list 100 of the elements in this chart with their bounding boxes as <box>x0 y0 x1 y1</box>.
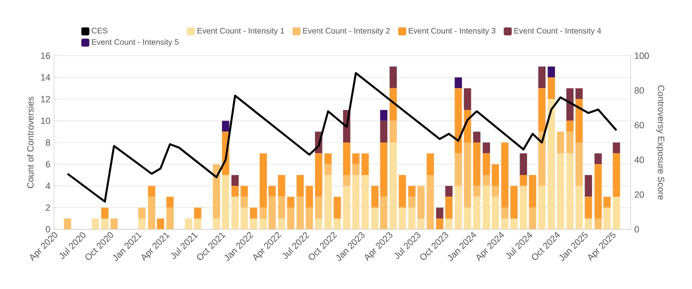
bar <box>426 153 434 176</box>
bar <box>566 132 574 154</box>
bar <box>250 218 258 230</box>
bar <box>612 153 620 197</box>
bar <box>566 153 574 230</box>
bar <box>148 186 156 197</box>
bar <box>454 153 462 186</box>
bar <box>343 175 350 186</box>
legend-label: Event Count - Intensity 2 <box>303 28 390 36</box>
bar <box>584 218 592 230</box>
bar <box>138 218 146 230</box>
bar <box>278 175 286 197</box>
bar <box>603 208 611 230</box>
bar <box>594 153 602 164</box>
bar <box>287 208 294 230</box>
bar <box>426 175 434 230</box>
bar <box>260 218 267 230</box>
bar <box>362 153 369 176</box>
line-series <box>66 72 618 203</box>
bar <box>482 175 490 186</box>
y2-tick-label: 100 <box>634 52 649 59</box>
bar <box>240 186 248 197</box>
y-tick-label: 6 <box>46 161 50 168</box>
bar <box>324 153 332 164</box>
bar <box>101 218 108 230</box>
bar <box>231 186 239 197</box>
bar <box>454 77 462 88</box>
legend-label: Event Count - Intensity 5 <box>92 38 179 46</box>
bar <box>492 196 500 230</box>
legend-label: Event Count - Intensity 4 <box>514 28 602 36</box>
bar <box>538 186 546 230</box>
bar <box>380 120 388 142</box>
y2-tick-label: 80 <box>634 87 644 94</box>
bar <box>166 208 174 230</box>
bar <box>417 186 425 218</box>
bar <box>464 88 472 110</box>
bar <box>445 218 453 230</box>
bar <box>492 164 500 186</box>
bar <box>520 153 528 176</box>
bar <box>390 88 397 121</box>
bar <box>510 186 518 218</box>
bar <box>445 196 453 218</box>
bar <box>464 142 472 208</box>
bar <box>315 218 322 230</box>
legend-label: Event Count - Intensity 1 <box>198 28 284 36</box>
bar <box>575 99 583 142</box>
bar <box>482 186 490 230</box>
bar <box>92 218 100 230</box>
bar <box>212 164 220 218</box>
bar <box>501 218 508 230</box>
bar <box>101 208 108 218</box>
bar <box>520 175 528 186</box>
bar <box>194 218 202 230</box>
bar <box>566 88 574 121</box>
y2-axis-title: Controversy Exposure Score <box>656 85 664 200</box>
bar <box>138 208 146 218</box>
bar <box>436 218 444 230</box>
bar <box>398 175 406 208</box>
y2-tick-label: 40 <box>634 156 644 164</box>
bar <box>454 88 462 154</box>
bar <box>278 196 286 218</box>
bar <box>473 142 480 186</box>
bar <box>612 142 620 154</box>
bar <box>231 175 239 186</box>
y2-tick-label: 60 <box>634 122 644 128</box>
legend-label: Event Count - Intensity 3 <box>408 28 496 36</box>
bar <box>548 77 555 100</box>
bar <box>166 196 174 208</box>
bar <box>417 218 425 230</box>
bar <box>482 153 490 176</box>
y-tick-label: 8 <box>46 139 50 146</box>
bar <box>408 196 416 208</box>
bar <box>528 208 536 230</box>
bar <box>287 196 294 208</box>
bar <box>324 175 332 230</box>
bar <box>473 196 480 230</box>
bar <box>445 186 453 197</box>
bar <box>184 218 192 230</box>
bar <box>231 196 239 230</box>
bar <box>492 186 500 197</box>
y-tick-label: 10 <box>41 118 50 124</box>
bar <box>566 120 574 132</box>
y2-tick-label: 0 <box>634 226 639 232</box>
y-tick-label: 2 <box>46 204 50 211</box>
bar <box>352 164 360 176</box>
bar <box>64 218 72 230</box>
bar <box>324 164 332 176</box>
y2-tick-label: 20 <box>634 191 644 198</box>
bar <box>556 132 564 154</box>
bar <box>371 208 379 230</box>
bar <box>334 218 341 230</box>
bar <box>473 186 480 197</box>
bar <box>538 66 546 88</box>
bar <box>594 218 602 230</box>
bar <box>390 120 397 142</box>
bar <box>148 196 156 230</box>
bar <box>362 175 369 230</box>
bar <box>612 196 620 230</box>
bar <box>464 208 472 230</box>
bar <box>436 208 444 218</box>
